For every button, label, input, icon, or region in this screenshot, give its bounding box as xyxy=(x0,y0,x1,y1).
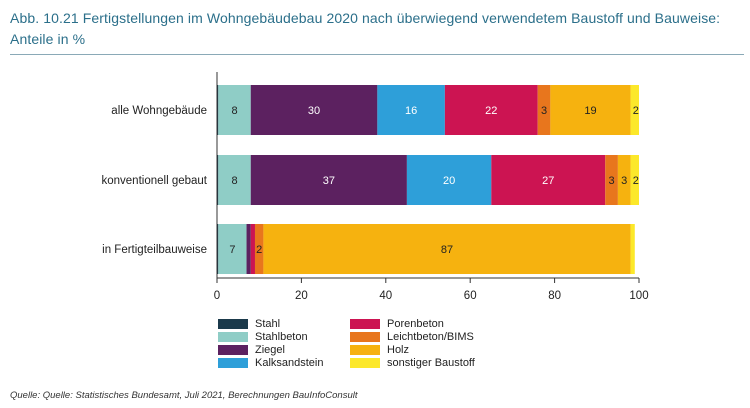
bar-alle-wohngebäude-kalksandstein xyxy=(377,85,445,135)
data-label-alle-wohngebäude-leichtbeton-bims: 3 xyxy=(541,105,547,117)
bar-alle-wohngebäude-stahlbeton xyxy=(218,85,251,135)
bar-konventionell-gebaut-stahl xyxy=(217,155,219,205)
legend-item-leichtbeton-bims: Leichtbeton/BIMS xyxy=(350,331,474,343)
stacked-bar-chart: alle Wohngebäude konventionell gebaut in F… xyxy=(102,72,649,302)
legend-item-ziegel: Ziegel xyxy=(218,344,285,356)
x-tick-label-100: 100 xyxy=(629,290,648,302)
data-label-alle-wohngebäude-sonstiger-baustoff: 2 xyxy=(633,105,639,117)
legend-item-stahl: Stahl xyxy=(218,318,280,330)
bar-konventionell-gebaut-holz xyxy=(617,155,631,205)
bar-konventionell-gebaut-porenbeton xyxy=(491,155,606,205)
data-label-konventionell-gebaut-sonstiger-baustoff: 2 xyxy=(633,175,639,187)
bar-konventionell-gebaut-stahlbeton xyxy=(218,155,251,205)
data-label-konventionell-gebaut-holz: 3 xyxy=(621,175,627,187)
legend-swatch-leichtbeton-bims xyxy=(350,332,380,342)
legend-item-stahlbeton: Stahlbeton xyxy=(218,331,308,343)
bar-in-fertigteilbauweise-stahlbeton xyxy=(218,224,247,274)
category-label-konventionell-gebaut: konventionell gebaut xyxy=(102,175,208,187)
data-label-alle-wohngebäude-kalksandstein: 16 xyxy=(405,105,417,117)
chart-title: Abb. 10.21 Fertigstellungen im Wohngebäu… xyxy=(10,10,721,47)
legend-swatch-porenbeton xyxy=(350,319,380,329)
bar-in-fertigteilbauweise-leichtbeton-bims xyxy=(254,224,264,274)
bar-alle-wohngebäude-holz xyxy=(550,85,631,135)
legend-swatch-sonstiger-baustoff xyxy=(350,358,380,368)
legend-swatch-holz xyxy=(350,345,380,355)
x-tick-label-80: 80 xyxy=(548,290,561,302)
data-label-konventionell-gebaut-kalksandstein: 20 xyxy=(443,175,455,187)
bar-konventionell-gebaut-sonstiger-baustoff xyxy=(630,155,639,205)
legend-item-holz: Holz xyxy=(350,344,409,356)
x-tick-label-0: 0 xyxy=(214,290,220,302)
bar-alle-wohngebäude-stahl xyxy=(217,85,219,135)
data-label-alle-wohngebäude-ziegel: 30 xyxy=(308,105,320,117)
legend-item-kalksandstein: Kalksandstein xyxy=(218,357,324,369)
data-label-konventionell-gebaut-ziegel: 37 xyxy=(323,175,335,187)
bar-konventionell-gebaut-leichtbeton-bims xyxy=(605,155,618,205)
data-label-alle-wohngebäude-holz: 19 xyxy=(584,105,596,117)
x-tick-label-40: 40 xyxy=(379,290,392,302)
x-tick-label-20: 20 xyxy=(295,290,308,302)
legend-swatch-stahlbeton xyxy=(218,332,248,342)
category-label-in-fertigteilbauweise: in Fertigteilbauweise xyxy=(102,244,207,256)
data-label-konventionell-gebaut-leichtbeton-bims: 3 xyxy=(609,175,615,187)
data-label-konventionell-gebaut-stahlbeton: 8 xyxy=(231,175,237,187)
bar-konventionell-gebaut-kalksandstein xyxy=(406,155,492,205)
bar-in-fertigteilbauweise-ziegel xyxy=(246,224,251,274)
bar-alle-wohngebäude-leichtbeton-bims xyxy=(537,85,551,135)
legend-item-porenbeton: Porenbeton xyxy=(350,318,444,330)
title-divider xyxy=(10,54,744,55)
data-label-alle-wohngebäude-porenbeton: 22 xyxy=(485,105,497,117)
legend-swatch-kalksandstein xyxy=(218,358,248,368)
data-label-in-fertigteilbauweise-holz: 87 xyxy=(441,244,453,256)
bar-alle-wohngebäude-porenbeton xyxy=(444,85,538,135)
x-tick-label-60: 60 xyxy=(464,290,477,302)
legend-swatch-ziegel xyxy=(218,345,248,355)
legend-label-holz: Holz xyxy=(387,344,410,356)
legend-label-ziegel: Ziegel xyxy=(255,344,285,356)
legend-label-porenbeton: Porenbeton xyxy=(387,318,444,330)
legend-label-sonstiger-baustoff: sonstiger Baustoff xyxy=(387,357,475,369)
bar-in-fertigteilbauweise-sonstiger-baustoff xyxy=(630,224,635,274)
bar-in-fertigteilbauweise-porenbeton xyxy=(250,224,255,274)
legend-label-kalksandstein: Kalksandstein xyxy=(255,357,324,369)
legend-item-sonstiger-baustoff: sonstiger Baustoff xyxy=(350,357,475,369)
category-label-alle-wohngebäude: alle Wohngebäude xyxy=(111,105,207,117)
bar-konventionell-gebaut-ziegel xyxy=(250,155,407,205)
data-label-konventionell-gebaut-porenbeton: 27 xyxy=(542,175,554,187)
legend-label-stahl: Stahl xyxy=(255,318,281,330)
bar-in-fertigteilbauweise-holz xyxy=(263,224,631,274)
data-label-alle-wohngebäude-stahlbeton: 8 xyxy=(231,105,237,117)
bar-alle-wohngebäude-ziegel xyxy=(250,85,378,135)
source-note: Quelle: Quelle: Statistisches Bundesamt,… xyxy=(10,390,358,401)
legend-swatch-stahl xyxy=(218,319,248,329)
bar-alle-wohngebäude-sonstiger-baustoff xyxy=(630,85,639,135)
legend-label-leichtbeton-bims: Leichtbeton/BIMS xyxy=(387,331,474,343)
legend-label-stahlbeton: Stahlbeton xyxy=(255,331,308,343)
data-label-in-fertigteilbauweise-leichtbeton-bims: 2 xyxy=(256,244,262,256)
bar-in-fertigteilbauweise-stahl xyxy=(217,224,219,274)
data-label-in-fertigteilbauweise-stahlbeton: 7 xyxy=(229,244,235,256)
